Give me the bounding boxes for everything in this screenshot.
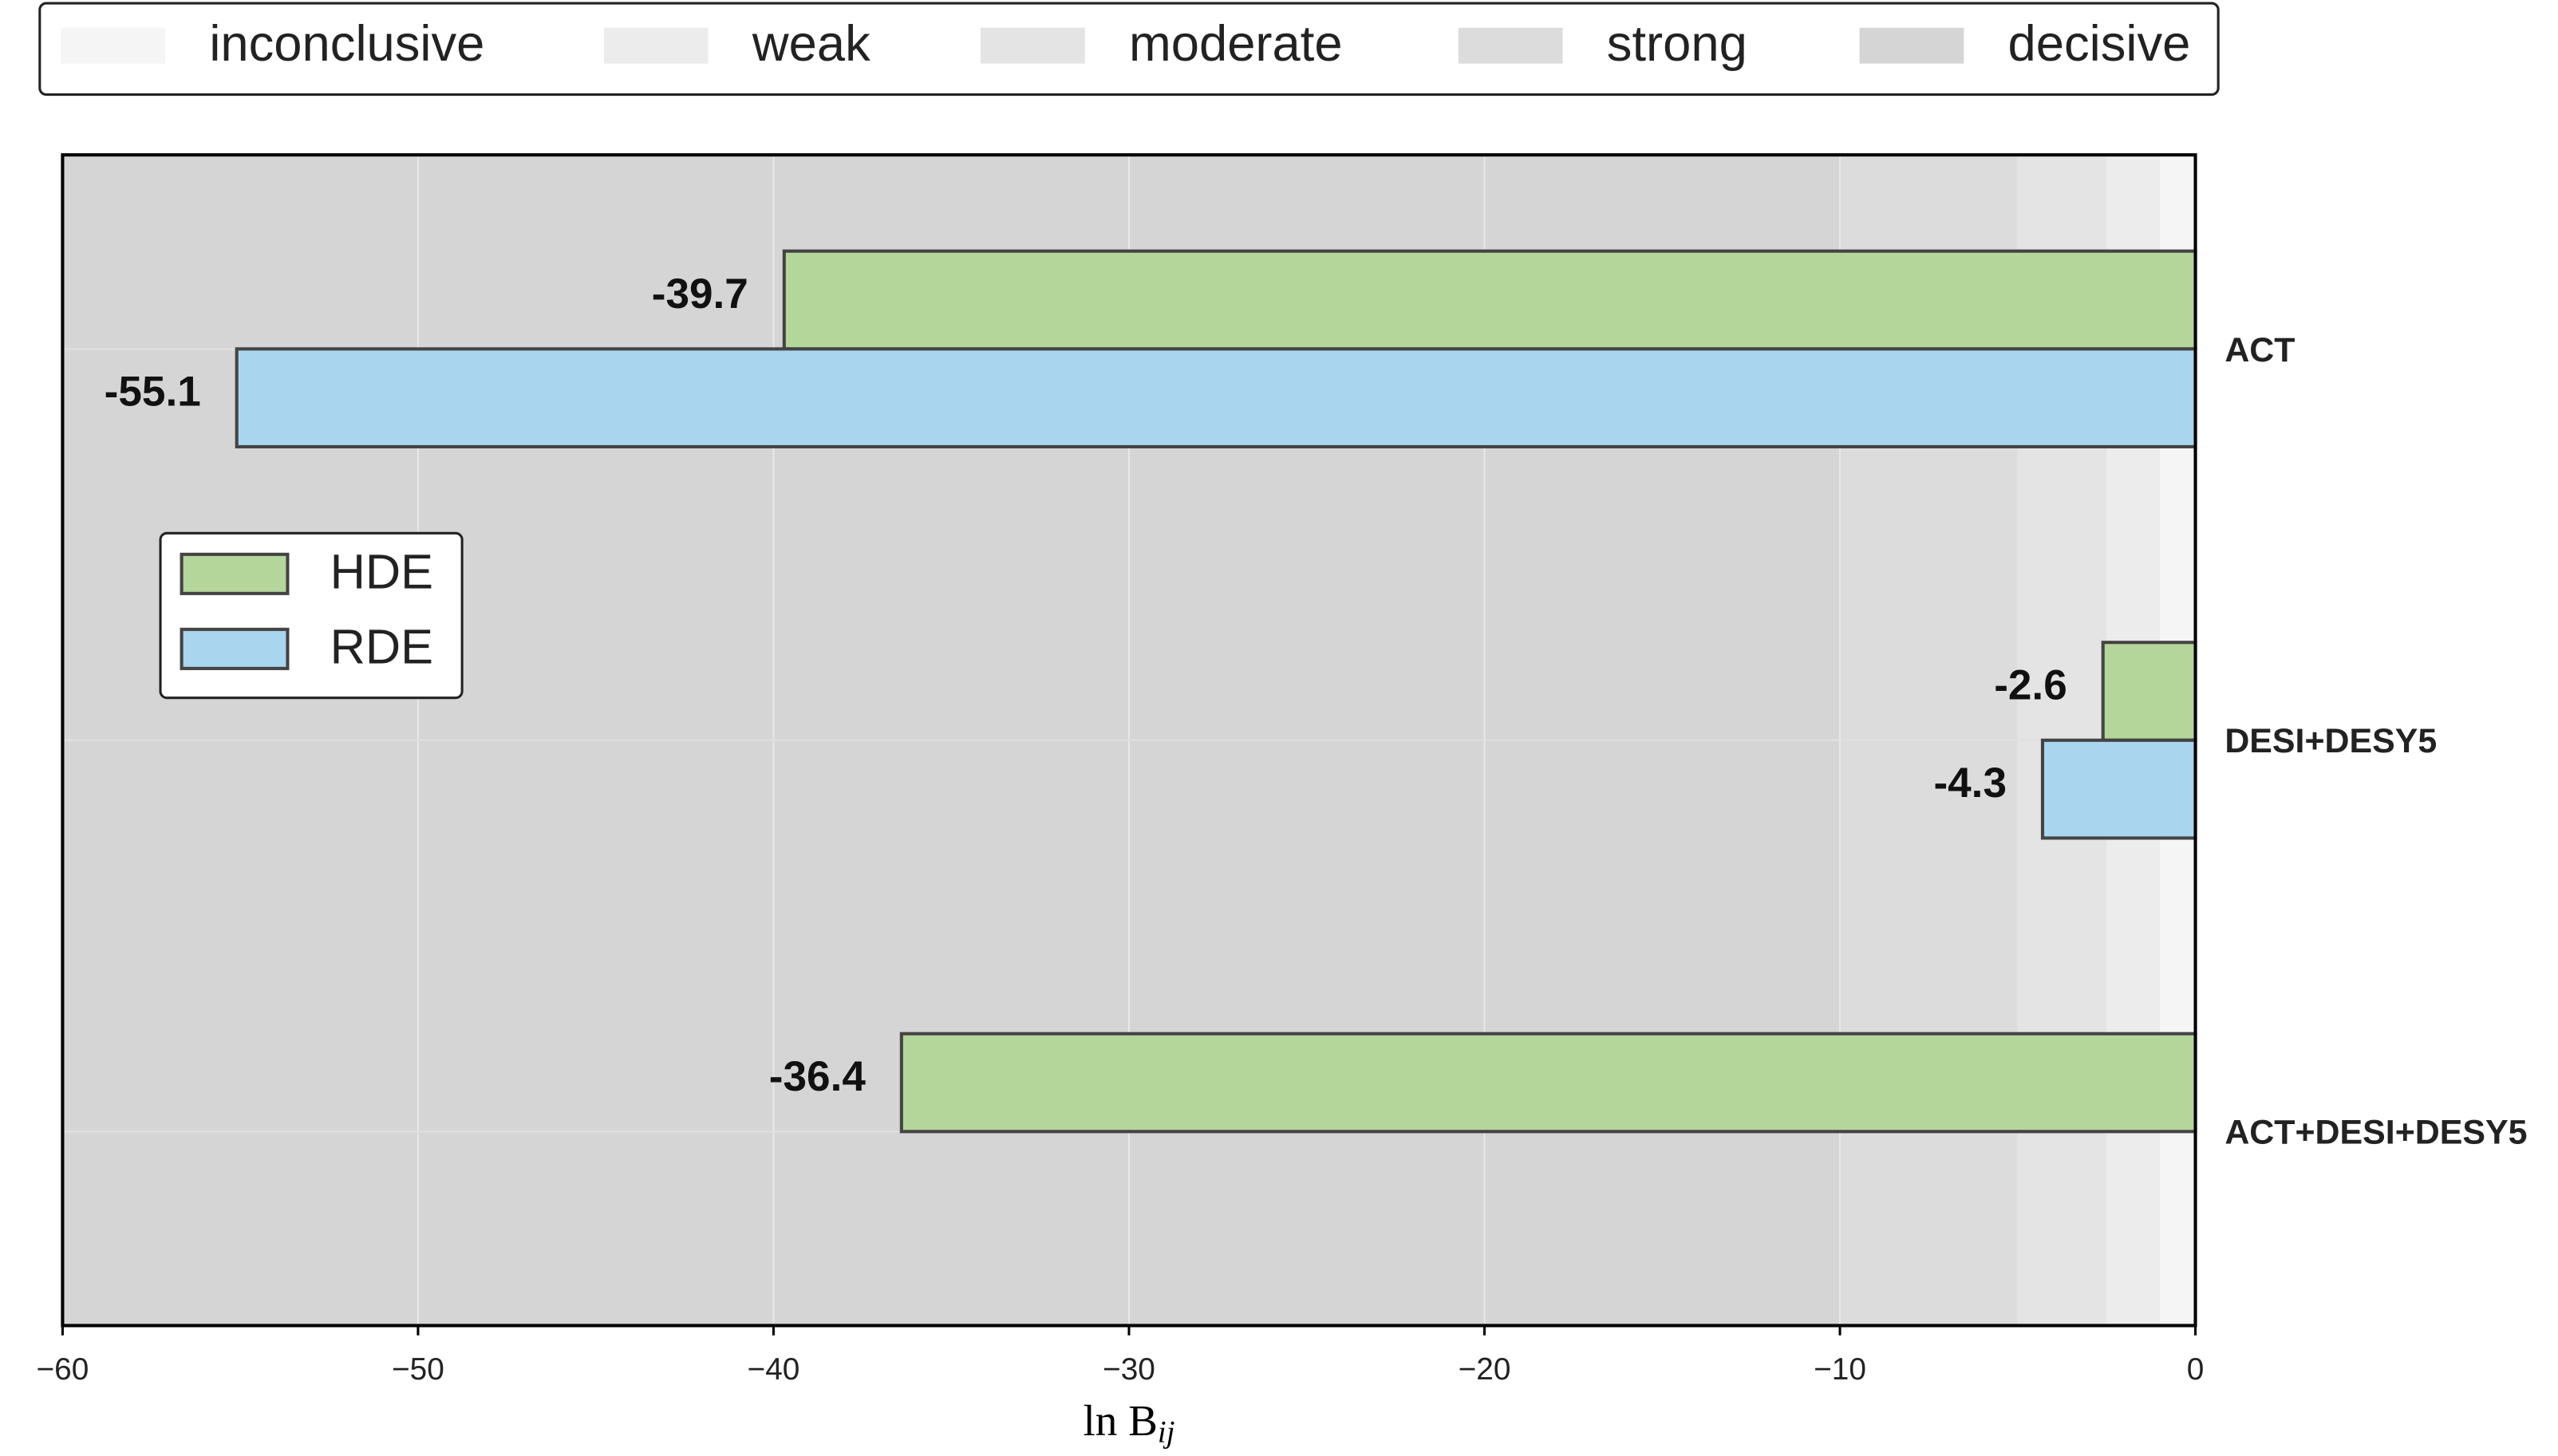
y-category-label: ACT+DESI+DESY5 — [2224, 1114, 2527, 1152]
y-category-label: DESI+DESY5 — [2224, 722, 2437, 760]
value-label: -2.6 — [1994, 661, 2067, 708]
band-legend-patch — [603, 27, 709, 64]
band-legend-label: moderate — [1129, 16, 1343, 72]
band-legend-patch — [981, 27, 1085, 64]
band-legend — [38, 2, 2220, 97]
x-tick-label: −30 — [1103, 1352, 1155, 1387]
bar — [235, 347, 2197, 449]
band-legend-patch — [1458, 27, 1563, 64]
legend-label: HDE — [330, 544, 433, 599]
legend-patch — [180, 627, 290, 670]
band-legend-label: inconclusive — [209, 16, 484, 72]
x-tick-label: 0 — [2187, 1352, 2205, 1387]
value-label: -36.4 — [769, 1053, 866, 1100]
bar — [2101, 641, 2197, 742]
x-axis-label: ln Bij — [1083, 1396, 1174, 1450]
value-label: -39.7 — [652, 270, 748, 318]
x-tick-label: −20 — [1459, 1352, 1511, 1387]
bar — [782, 249, 2197, 351]
band-legend-patch — [1859, 27, 1964, 64]
x-tick-label: −50 — [392, 1352, 444, 1387]
legend-label: RDE — [330, 619, 433, 674]
legend-patch — [180, 552, 290, 595]
y-category-label: ACT — [2224, 331, 2295, 369]
x-tick-label: −10 — [1814, 1352, 1866, 1387]
x-tick-label: −60 — [36, 1352, 89, 1387]
value-label: -55.1 — [105, 369, 201, 416]
band-legend-label: weak — [752, 16, 870, 72]
value-label: -4.3 — [1933, 760, 2007, 807]
x-tick-label: −40 — [748, 1352, 800, 1387]
band-legend-label: strong — [1607, 16, 1747, 72]
band-legend-label: decisive — [2008, 16, 2191, 72]
x-axis-label-sub: ij — [1158, 1415, 1175, 1449]
x-axis-label-main: ln B — [1083, 1396, 1157, 1445]
bar — [2040, 738, 2197, 840]
bar — [899, 1032, 2197, 1134]
band-legend-patch — [61, 27, 166, 64]
